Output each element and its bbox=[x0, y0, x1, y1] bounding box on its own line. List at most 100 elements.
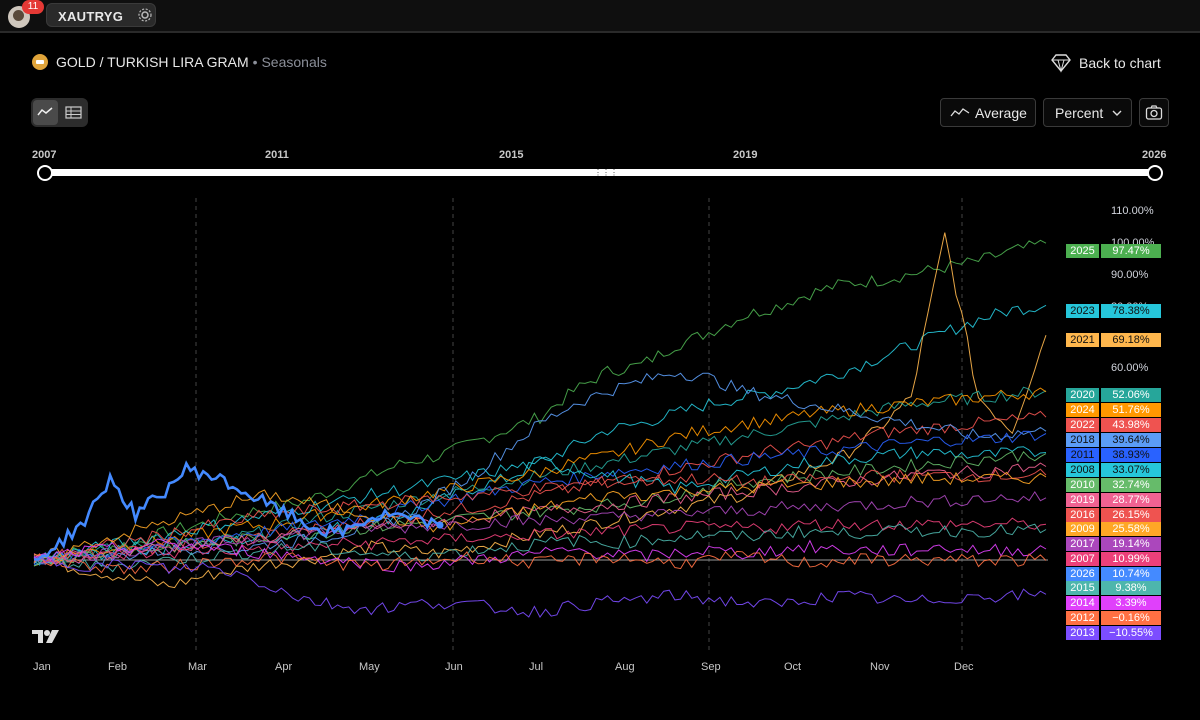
x-tick-label: Oct bbox=[784, 661, 802, 673]
average-label: Average bbox=[975, 105, 1027, 121]
x-tick-label: May bbox=[359, 661, 380, 673]
series-line-2013[interactable] bbox=[33, 555, 1047, 619]
legend-value: 19.14% bbox=[1101, 537, 1161, 551]
legend-value: 10.74% bbox=[1101, 567, 1161, 581]
legend-year: 2008 bbox=[1066, 463, 1099, 477]
legend-year: 2021 bbox=[1066, 333, 1099, 347]
legend-year: 2018 bbox=[1066, 433, 1099, 447]
range-year-label: 2019 bbox=[733, 149, 758, 161]
legend-value: 51.76% bbox=[1101, 403, 1161, 417]
notification-badge: 11 bbox=[22, 0, 44, 14]
legend-year: 2024 bbox=[1066, 403, 1099, 417]
table-icon bbox=[65, 106, 82, 119]
legend-year: 2020 bbox=[1066, 388, 1099, 402]
series-line-2023[interactable] bbox=[33, 304, 1047, 566]
range-year-label: 2007 bbox=[32, 149, 57, 161]
back-to-chart-label: Back to chart bbox=[1079, 55, 1161, 71]
series-line-2007[interactable] bbox=[33, 517, 1047, 565]
series-line-2018[interactable] bbox=[33, 372, 1047, 568]
series-line-2011[interactable] bbox=[33, 430, 1047, 566]
line-chart-icon bbox=[37, 107, 53, 116]
range-start-handle[interactable] bbox=[37, 165, 53, 181]
camera-icon bbox=[1145, 105, 1163, 120]
seasonals-chart bbox=[33, 198, 1048, 650]
gold-symbol-icon bbox=[32, 54, 48, 70]
year-range-slider[interactable] bbox=[44, 169, 1155, 176]
legend-value: 25.58% bbox=[1101, 522, 1161, 536]
x-tick-label: Mar bbox=[188, 661, 207, 673]
average-line-icon bbox=[950, 108, 970, 117]
screenshot-button[interactable] bbox=[1139, 98, 1169, 127]
table-view-button[interactable] bbox=[61, 100, 86, 125]
legend-year: 2016 bbox=[1066, 508, 1099, 522]
x-tick-label: Feb bbox=[108, 661, 127, 673]
average-button[interactable]: Average bbox=[940, 98, 1036, 127]
series-line-2014[interactable] bbox=[33, 538, 1047, 573]
current-point-marker bbox=[436, 521, 444, 529]
symbol-pill[interactable]: XAUTRYG bbox=[46, 3, 156, 27]
legend-value: 9.38% bbox=[1101, 581, 1161, 595]
legend-value: 10.99% bbox=[1101, 552, 1161, 566]
series-line-2017[interactable] bbox=[33, 490, 1047, 565]
percent-label: Percent bbox=[1055, 105, 1104, 121]
slider-grip-icon[interactable]: ⋮⋮⋮ bbox=[594, 168, 618, 177]
series-line-2009[interactable] bbox=[33, 471, 1047, 559]
series-line-2019[interactable] bbox=[33, 462, 1047, 561]
series-line-2008[interactable] bbox=[33, 446, 1047, 562]
legend-year: 2015 bbox=[1066, 581, 1099, 595]
view-toggle bbox=[31, 98, 88, 127]
legend-value: 39.64% bbox=[1101, 433, 1161, 447]
chevron-down-icon bbox=[1112, 110, 1122, 116]
legend-year: 2011 bbox=[1066, 448, 1099, 462]
series-line-2026[interactable] bbox=[33, 460, 441, 561]
percent-dropdown[interactable]: Percent bbox=[1043, 98, 1132, 127]
legend-year: 2019 bbox=[1066, 493, 1099, 507]
top-bar: 11 XAUTRYG bbox=[0, 0, 1200, 33]
x-tick-label: Dec bbox=[954, 661, 974, 673]
range-year-label: 2026 bbox=[1142, 149, 1167, 161]
x-tick-label: Aug bbox=[615, 661, 635, 673]
legend-value: 78.38% bbox=[1101, 304, 1161, 318]
x-tick-label: Nov bbox=[870, 661, 890, 673]
legend-year: 2014 bbox=[1066, 596, 1099, 610]
x-tick-label: Jun bbox=[445, 661, 463, 673]
series-line-2012[interactable] bbox=[33, 550, 1047, 575]
series-line-2024[interactable] bbox=[33, 387, 1047, 564]
seasonals-subtitle: • Seasonals bbox=[252, 54, 327, 70]
x-tick-label: Sep bbox=[701, 661, 721, 673]
series-line-2022[interactable] bbox=[33, 410, 1047, 566]
legend-year: 2022 bbox=[1066, 418, 1099, 432]
series-line-2021[interactable] bbox=[33, 232, 1047, 589]
series-line-2010[interactable] bbox=[33, 450, 1047, 567]
legend-year: 2017 bbox=[1066, 537, 1099, 551]
symbol-label: XAUTRYG bbox=[58, 9, 124, 24]
line-view-button[interactable] bbox=[33, 100, 58, 125]
y-tick-label: 90.00% bbox=[1111, 269, 1149, 281]
legend-year: 2013 bbox=[1066, 626, 1099, 640]
legend-year: 2010 bbox=[1066, 478, 1099, 492]
legend-value: 52.06% bbox=[1101, 388, 1161, 402]
range-year-label: 2011 bbox=[265, 149, 289, 161]
diamond-icon bbox=[1051, 54, 1071, 73]
legend-year: 2007 bbox=[1066, 552, 1099, 566]
page-title: GOLD / TURKISH LIRA GRAM • Seasonals bbox=[56, 54, 327, 70]
legend-value: 69.18% bbox=[1101, 333, 1161, 347]
tradingview-logo bbox=[32, 630, 59, 643]
legend-value: 26.15% bbox=[1101, 508, 1161, 522]
y-tick-label: 110.00% bbox=[1111, 205, 1154, 217]
legend-value: 28.77% bbox=[1101, 493, 1161, 507]
x-tick-label: Apr bbox=[275, 661, 293, 673]
gear-icon[interactable] bbox=[137, 7, 153, 23]
legend-year: 2009 bbox=[1066, 522, 1099, 536]
range-year-label: 2015 bbox=[499, 149, 524, 161]
legend-value: 38.93% bbox=[1101, 448, 1161, 462]
legend-value: 43.98% bbox=[1101, 418, 1161, 432]
series-line-2015[interactable] bbox=[33, 523, 1047, 573]
legend-value: −10.55% bbox=[1101, 626, 1161, 640]
range-end-handle[interactable] bbox=[1147, 165, 1163, 181]
legend-value: 97.47% bbox=[1101, 244, 1161, 258]
legend-value: −0.16% bbox=[1101, 611, 1161, 625]
legend-year: 2025 bbox=[1066, 244, 1099, 258]
series-line-2016[interactable] bbox=[33, 468, 1047, 563]
series-line-2025[interactable] bbox=[33, 239, 1047, 564]
